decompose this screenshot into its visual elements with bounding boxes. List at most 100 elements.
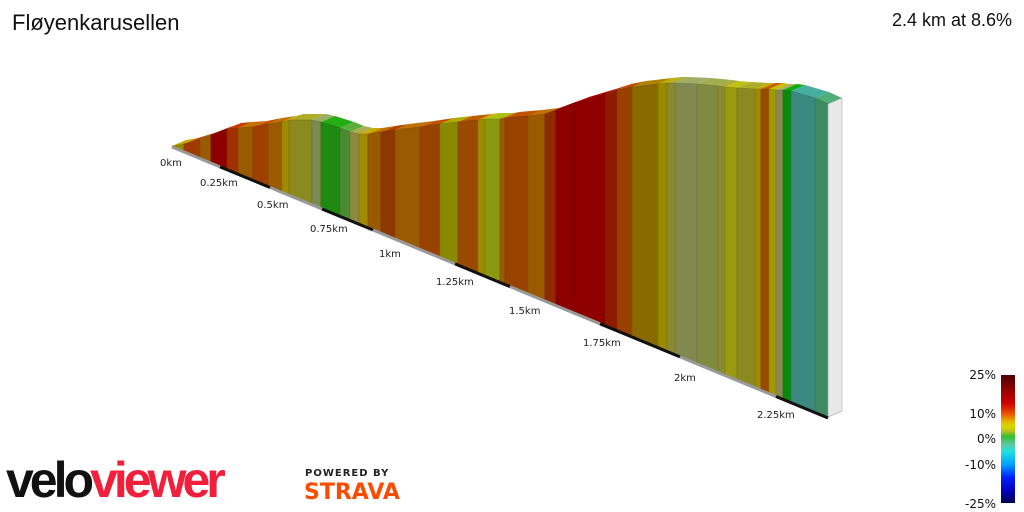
segment-top-face	[769, 83, 790, 90]
profile-segment	[736, 87, 756, 388]
profile-segment	[394, 126, 421, 249]
profile-segment	[439, 121, 459, 265]
profile-segment	[252, 123, 269, 187]
segment-top-face	[675, 77, 711, 84]
legend-label-10: 10%	[969, 407, 996, 421]
profile-segment	[657, 82, 668, 351]
profile-segment	[380, 129, 396, 239]
segment-top-face	[312, 114, 335, 122]
profile-segment	[768, 88, 777, 396]
profile-segment	[339, 127, 351, 220]
segment-top-face	[776, 84, 797, 90]
distance-tick-label: 0.25km	[200, 178, 238, 189]
segment-top-face	[697, 78, 732, 86]
segment-top-face	[350, 126, 373, 134]
legend-label-25: 25%	[969, 368, 996, 382]
profile-segment	[574, 93, 606, 326]
profile-segment	[358, 133, 369, 228]
segment-top-face	[359, 128, 382, 134]
legend-label-minus-25: -25%	[964, 497, 996, 511]
segment-top-face	[381, 124, 409, 132]
profile-segment	[674, 82, 698, 364]
segment-top-face	[761, 83, 783, 89]
distance-ticks: 0km 0.25km 0.5km 0.75km 1km 1.25km 1.5km 1.75km…	[160, 158, 795, 421]
segment-top-face	[253, 118, 282, 127]
strava-logo[interactable]: STRAVA	[304, 480, 400, 505]
segment-title: Fløyenkarusellen	[12, 10, 180, 35]
profile-segment	[499, 117, 506, 285]
segment-top-face	[268, 116, 296, 124]
profile-segment	[267, 121, 283, 192]
segment-top-face	[505, 110, 542, 118]
segment-top-face	[575, 88, 619, 103]
segment-top-face	[321, 116, 354, 128]
profile-segment	[717, 85, 726, 375]
distance-tick-label: 0.75km	[310, 224, 348, 235]
profile-segment	[544, 109, 557, 306]
profile-segment	[696, 83, 719, 373]
segment-top-face	[755, 83, 775, 89]
segment-top-face	[227, 122, 252, 129]
profile-segment	[814, 97, 829, 418]
profile-segment	[320, 121, 341, 216]
profile-segments	[170, 77, 843, 418]
segment-top-face	[783, 84, 805, 91]
gradient-color-scale	[1001, 375, 1015, 503]
segment-summary: 2.4 km at 8.6%	[891, 10, 1012, 30]
profile-segment	[226, 127, 239, 174]
profile-segment	[616, 86, 633, 337]
powered-by-label: POWERED BY	[305, 468, 390, 479]
segment-top-face	[340, 122, 364, 132]
distance-tick-label: 0km	[160, 158, 182, 169]
segment-top-face	[172, 138, 198, 146]
segment-top-face	[395, 121, 434, 130]
profile-segment	[288, 119, 313, 205]
distance-tick-label: 1.5km	[509, 306, 540, 317]
profile-segment	[527, 113, 546, 301]
segment-top-face	[528, 108, 559, 116]
profile-segment	[419, 123, 441, 258]
profile-segment	[604, 89, 618, 331]
distance-tick-label: 1km	[379, 249, 401, 260]
profile-segment	[281, 119, 290, 195]
distance-tick-label: 2km	[674, 373, 696, 384]
distance-tick-label: 1.25km	[436, 277, 474, 288]
profile-segment	[484, 118, 501, 282]
segment-top-face	[368, 126, 395, 134]
segment-top-face	[658, 77, 681, 84]
profile-segment	[790, 90, 816, 413]
profile-segment	[724, 86, 738, 380]
profile-segment	[504, 115, 529, 294]
segment-top-face	[420, 118, 454, 127]
profile-segment	[666, 82, 676, 355]
profile-segment	[477, 118, 486, 276]
distance-tick-label: 1.75km	[583, 338, 621, 349]
segment-top-face	[605, 84, 631, 94]
segment-top-face	[289, 114, 326, 120]
segment-top-face	[282, 114, 303, 122]
profile-segment	[237, 126, 254, 180]
profile-segment	[367, 131, 382, 233]
segment-top-face	[485, 113, 514, 119]
segment-top-face	[440, 116, 472, 124]
profile-segment	[555, 102, 576, 313]
segment-top-face	[458, 114, 492, 122]
profile-segment	[754, 88, 762, 390]
segment-top-face	[667, 77, 689, 83]
segment-top-face	[478, 113, 499, 120]
profile-segment	[760, 88, 770, 394]
profile-segment	[349, 131, 360, 224]
segment-top-face	[725, 81, 751, 88]
segment-top-face	[632, 78, 672, 87]
segment-top-face	[737, 82, 769, 89]
profile-end-cap	[827, 97, 843, 418]
segment-top-face	[718, 80, 739, 87]
segment-top-face	[238, 121, 267, 128]
distance-axis	[171, 145, 829, 420]
profile-segment	[631, 83, 659, 348]
segment-top-face	[617, 81, 646, 90]
segment-top-face	[500, 112, 519, 119]
gradient-legend: 25% 10% 0% -10% -25%	[960, 368, 1024, 512]
profile-segment	[311, 119, 322, 209]
